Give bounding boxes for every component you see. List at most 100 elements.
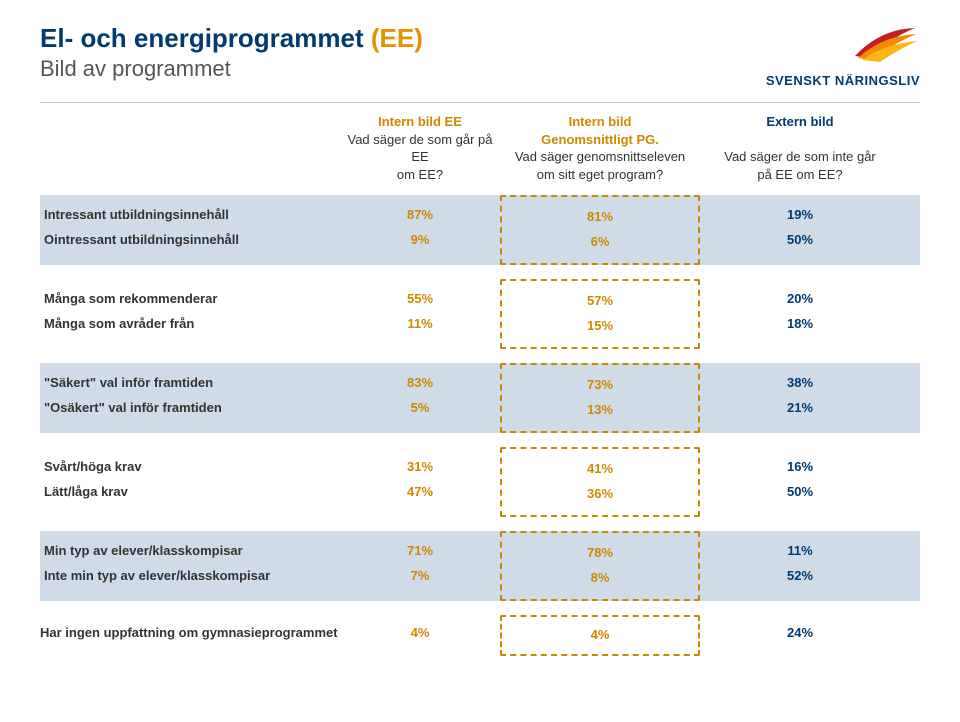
data-section: Min typ av elever/klasskompisarInte min … <box>40 531 920 601</box>
col2-desc2: om sitt eget program? <box>500 166 700 184</box>
data-grid: Svårt/höga kravLätt/låga krav31%47%41%36… <box>40 447 920 517</box>
col3-cell: 16%50% <box>700 447 900 517</box>
title-block: El- och energiprogrammet (EE) Bild av pr… <box>40 24 423 82</box>
col-header-intern-ee: Intern bild EE Vad säger de som går på E… <box>340 113 500 183</box>
col3-heading: Extern bild <box>700 113 900 131</box>
logo-icon <box>850 24 920 66</box>
value-col2: 41% <box>502 457 698 482</box>
col1-cell: 55%11% <box>340 279 500 349</box>
value-col2: 73% <box>502 373 698 398</box>
labels-cell: Intressant utbildningsinnehållOintressan… <box>40 195 340 265</box>
value-col1: 7% <box>340 564 500 589</box>
value-col2: 8% <box>502 566 698 591</box>
title-accent: (EE) <box>371 23 423 53</box>
row-label: Ointressant utbildningsinnehåll <box>44 228 340 253</box>
col2-heading2: Genomsnittligt PG. <box>500 131 700 149</box>
data-grid: Intressant utbildningsinnehållOintressan… <box>40 195 920 265</box>
col1-cell: 31%47% <box>340 447 500 517</box>
value-col3: 50% <box>700 228 900 253</box>
value-col2: 57% <box>502 289 698 314</box>
col2-cell: 73%13% <box>500 363 700 433</box>
col-header-extern: Extern bild Vad säger de som inte går på… <box>700 113 900 183</box>
col3-desc2: på EE om EE? <box>700 166 900 184</box>
col2-cell: 78%8% <box>500 531 700 601</box>
col3-desc1: Vad säger de som inte går <box>700 148 900 166</box>
value-col3: 50% <box>700 480 900 505</box>
value-col3: 18% <box>700 312 900 337</box>
row-label: Svårt/höga krav <box>44 455 340 480</box>
title-main: El- och energiprogrammet <box>40 23 364 53</box>
row-label: Har ingen uppfattning om gymnasieprogram… <box>40 621 340 646</box>
value-col1: 47% <box>340 480 500 505</box>
data-section: Har ingen uppfattning om gymnasieprogram… <box>40 615 920 656</box>
data-section: Svårt/höga kravLätt/låga krav31%47%41%36… <box>40 447 920 517</box>
data-grid: Många som rekommenderarMånga som avråder… <box>40 279 920 349</box>
value-col2: 13% <box>502 398 698 423</box>
row-label: Min typ av elever/klasskompisar <box>44 539 340 564</box>
value-col1: 4% <box>340 621 500 646</box>
value-col2: 6% <box>502 230 698 255</box>
header-divider <box>40 102 920 103</box>
value-col3: 52% <box>700 564 900 589</box>
col3-cell: 24% <box>700 615 900 656</box>
value-col3: 11% <box>700 539 900 564</box>
value-col3: 38% <box>700 371 900 396</box>
labels-cell: "Säkert" val inför framtiden"Osäkert" va… <box>40 363 340 433</box>
value-col1: 5% <box>340 396 500 421</box>
value-col2: 78% <box>502 541 698 566</box>
row-label: Lätt/låga krav <box>44 480 340 505</box>
col1-desc2: om EE? <box>340 166 500 184</box>
col2-cell: 81%6% <box>500 195 700 265</box>
page-title: El- och energiprogrammet (EE) <box>40 24 423 54</box>
col1-cell: 87%9% <box>340 195 500 265</box>
col3-cell: 19%50% <box>700 195 900 265</box>
value-col2: 36% <box>502 482 698 507</box>
value-col3: 19% <box>700 203 900 228</box>
value-col3: 24% <box>700 621 900 646</box>
value-col2: 15% <box>502 314 698 339</box>
col1-desc1: Vad säger de som går på EE <box>340 131 500 166</box>
col2-cell: 41%36% <box>500 447 700 517</box>
labels-cell: Svårt/höga kravLätt/låga krav <box>40 447 340 517</box>
col2-cell: 4% <box>500 615 700 656</box>
value-col1: 55% <box>340 287 500 312</box>
col1-cell: 83%5% <box>340 363 500 433</box>
col3-cell: 11%52% <box>700 531 900 601</box>
row-label: Inte min typ av elever/klasskompisar <box>44 564 340 589</box>
value-col1: 83% <box>340 371 500 396</box>
data-grid: Har ingen uppfattning om gymnasieprogram… <box>40 615 920 656</box>
header: El- och energiprogrammet (EE) Bild av pr… <box>40 24 920 88</box>
col1-cell: 4% <box>340 615 500 656</box>
col1-heading: Intern bild EE <box>340 113 500 131</box>
page-subtitle: Bild av programmet <box>40 56 423 82</box>
logo: SVENSKT NÄRINGSLIV <box>710 24 920 88</box>
data-section: "Säkert" val inför framtiden"Osäkert" va… <box>40 363 920 433</box>
col3-cell: 38%21% <box>700 363 900 433</box>
col2-heading: Intern bild <box>500 113 700 131</box>
data-section: Många som rekommenderarMånga som avråder… <box>40 279 920 349</box>
row-label: Många som avråder från <box>44 312 340 337</box>
row-label: Många som rekommenderar <box>44 287 340 312</box>
data-section: Intressant utbildningsinnehållOintressan… <box>40 195 920 265</box>
value-col2: 81% <box>502 205 698 230</box>
labels-cell: Har ingen uppfattning om gymnasieprogram… <box>40 615 340 656</box>
value-col1: 31% <box>340 455 500 480</box>
value-col2: 4% <box>502 623 698 648</box>
col2-desc1: Vad säger genomsnittseleven <box>500 148 700 166</box>
data-table: Intressant utbildningsinnehållOintressan… <box>40 195 920 656</box>
col1-cell: 71%7% <box>340 531 500 601</box>
col2-cell: 57%15% <box>500 279 700 349</box>
value-col1: 9% <box>340 228 500 253</box>
value-col1: 11% <box>340 312 500 337</box>
row-label: Intressant utbildningsinnehåll <box>44 203 340 228</box>
value-col1: 87% <box>340 203 500 228</box>
value-col3: 16% <box>700 455 900 480</box>
value-col3: 20% <box>700 287 900 312</box>
logo-text: SVENSKT NÄRINGSLIV <box>710 71 920 88</box>
data-grid: "Säkert" val inför framtiden"Osäkert" va… <box>40 363 920 433</box>
value-col1: 71% <box>340 539 500 564</box>
data-grid: Min typ av elever/klasskompisarInte min … <box>40 531 920 601</box>
row-label: "Säkert" val inför framtiden <box>44 371 340 396</box>
col-header-intern-pg: Intern bild Genomsnittligt PG. Vad säger… <box>500 113 700 183</box>
col3-cell: 20%18% <box>700 279 900 349</box>
